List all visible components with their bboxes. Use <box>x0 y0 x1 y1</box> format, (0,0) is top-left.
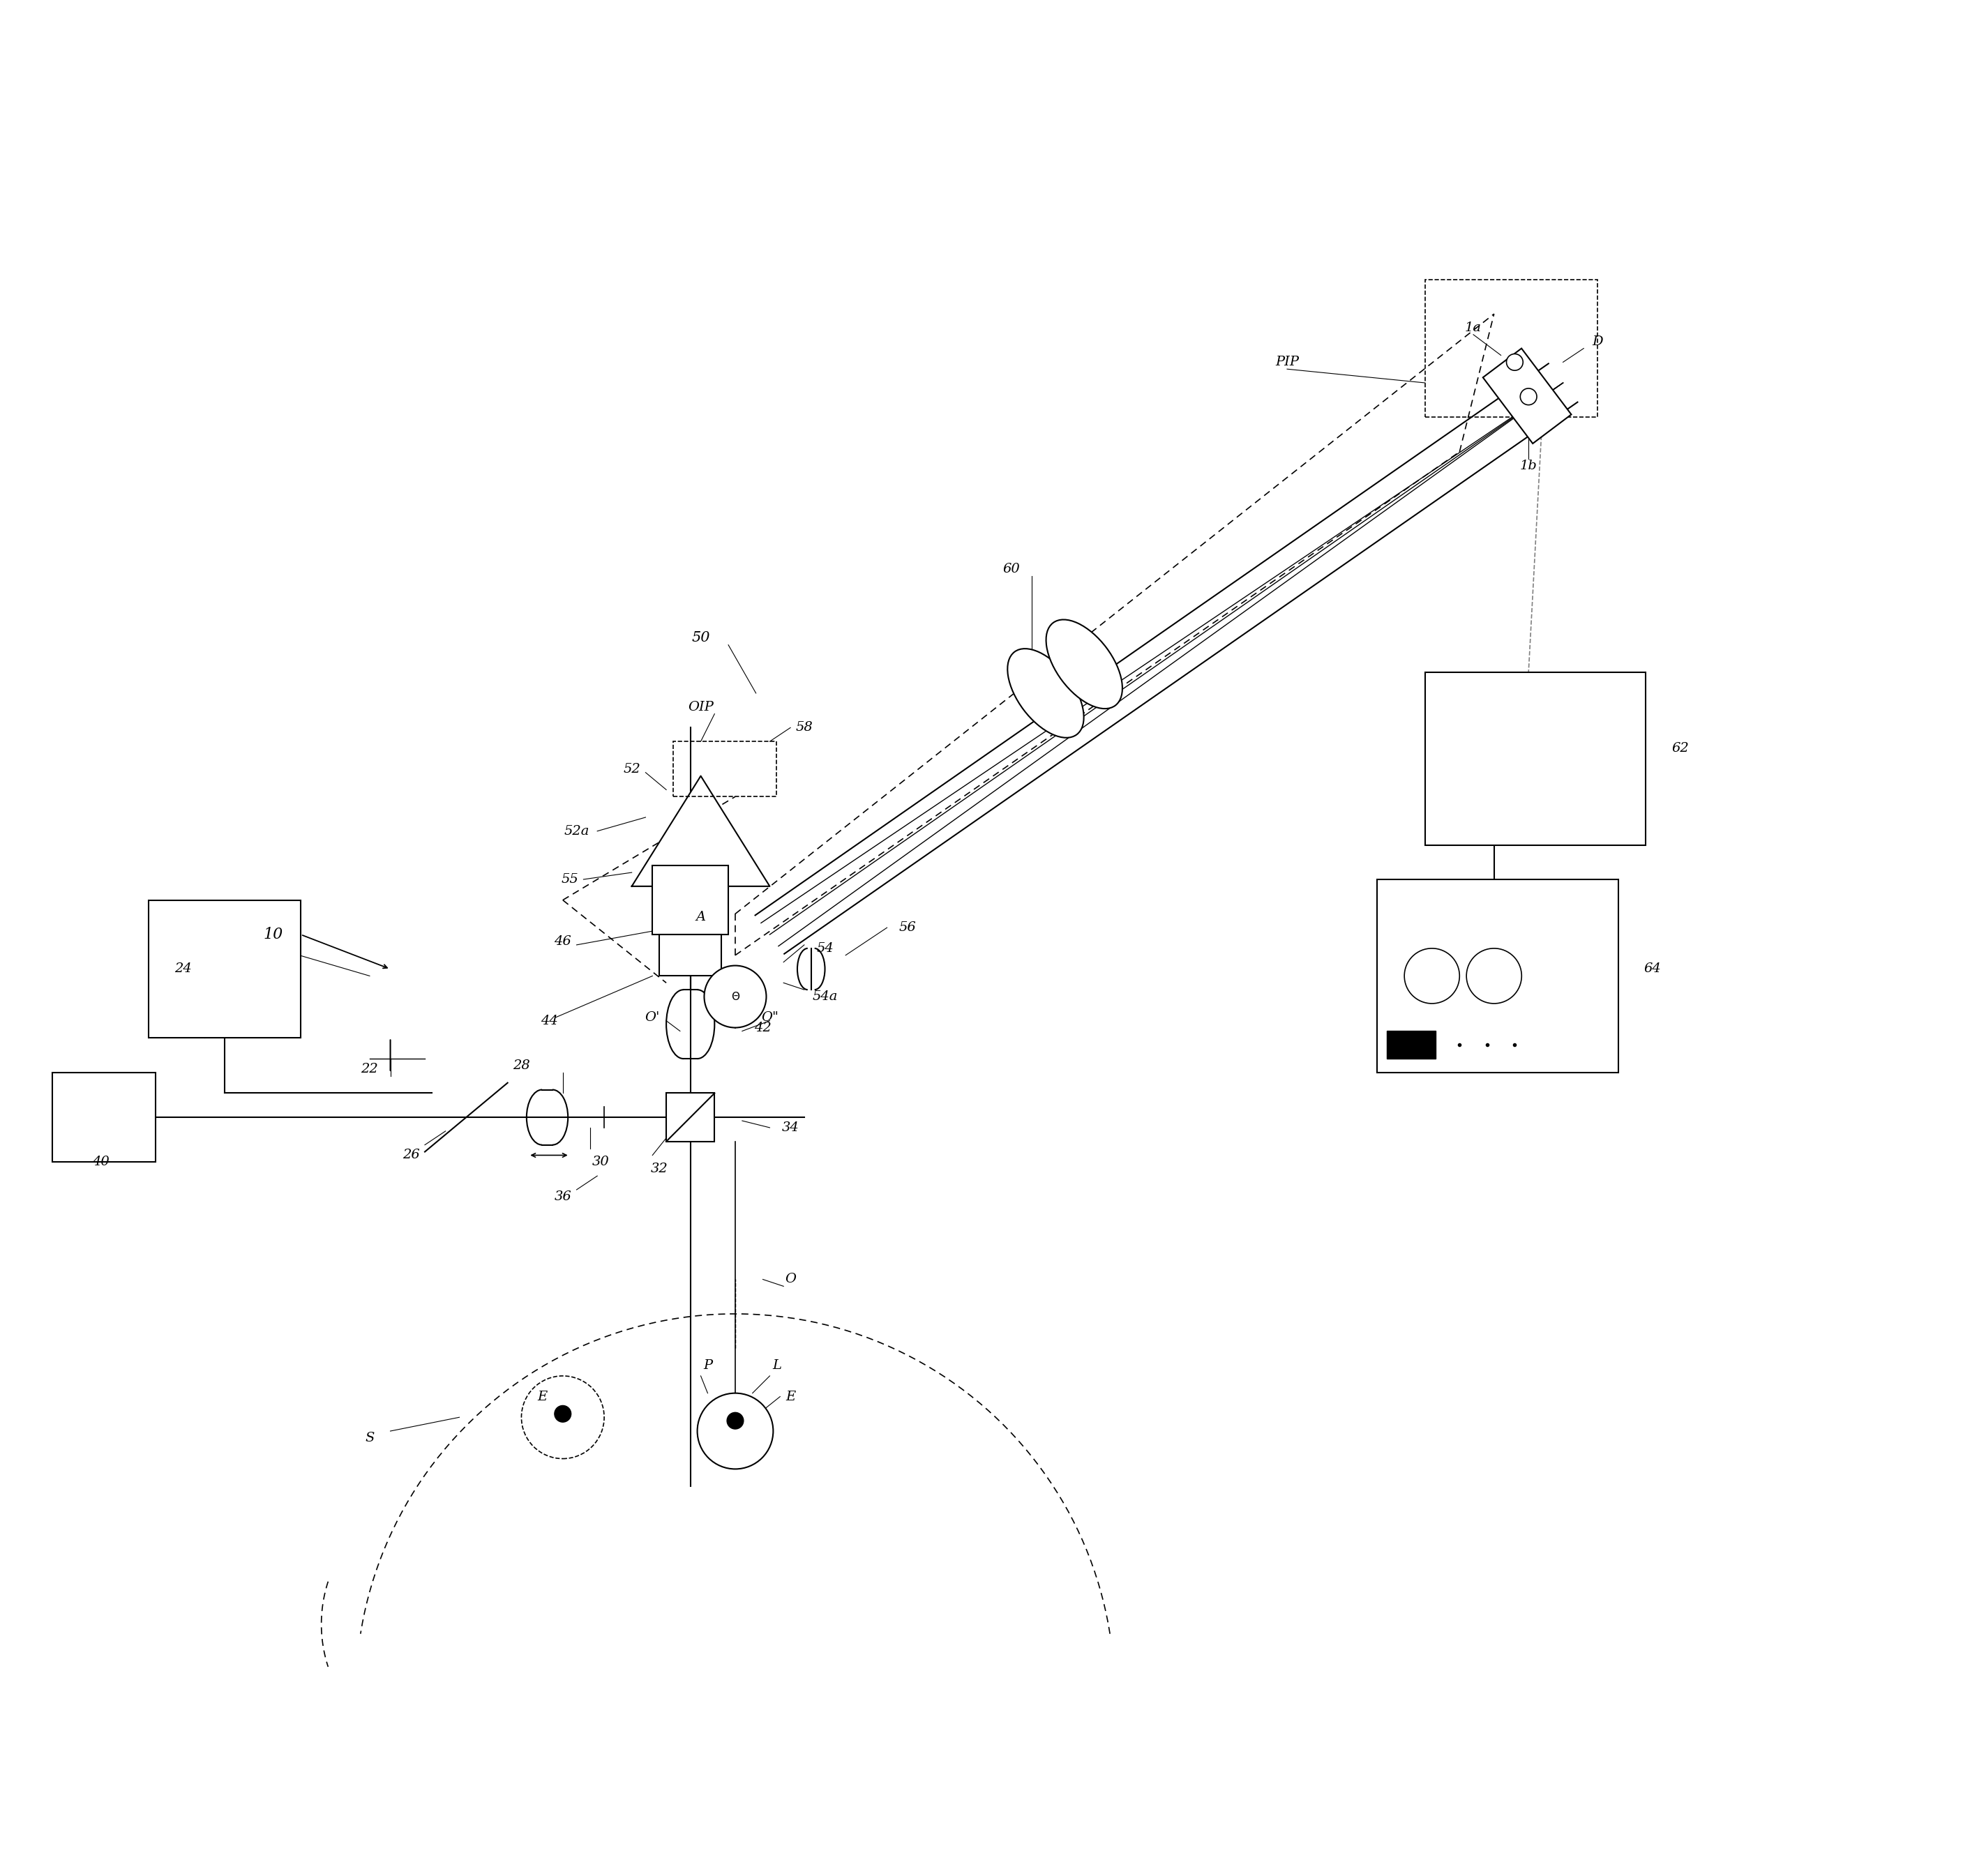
Ellipse shape <box>1046 619 1123 709</box>
Text: 62: 62 <box>1672 743 1688 754</box>
Text: 64: 64 <box>1645 962 1661 976</box>
Text: 54: 54 <box>817 942 834 955</box>
Text: 60: 60 <box>1003 563 1021 576</box>
Text: O": O" <box>762 1011 779 1024</box>
Circle shape <box>705 966 766 1028</box>
Bar <box>149 900 300 1037</box>
Text: L: L <box>771 1360 781 1371</box>
Text: 36: 36 <box>554 1191 571 1203</box>
Text: 40: 40 <box>92 1156 110 1169</box>
Text: 24: 24 <box>175 962 192 976</box>
Bar <box>660 934 722 976</box>
Circle shape <box>1506 355 1523 370</box>
Bar <box>1388 1032 1435 1058</box>
Circle shape <box>1519 388 1537 405</box>
Bar <box>652 865 728 934</box>
Text: 52a: 52a <box>563 825 589 837</box>
Circle shape <box>554 1405 571 1422</box>
Text: P: P <box>703 1360 713 1371</box>
Text: E: E <box>785 1390 795 1403</box>
Bar <box>665 1094 715 1141</box>
Polygon shape <box>632 777 769 885</box>
Text: E: E <box>538 1390 548 1403</box>
Text: OIP: OIP <box>687 702 715 713</box>
Text: 58: 58 <box>795 722 813 734</box>
Text: R: R <box>716 1435 726 1448</box>
Circle shape <box>1404 949 1460 1004</box>
Text: 42: 42 <box>754 1021 771 1034</box>
Text: 32: 32 <box>650 1163 667 1174</box>
Text: 44: 44 <box>540 1015 557 1026</box>
Circle shape <box>697 1394 773 1469</box>
Text: O': O' <box>646 1011 660 1024</box>
Text: PIP: PIP <box>1276 356 1300 368</box>
Text: 22: 22 <box>361 1062 379 1075</box>
Bar <box>1376 880 1618 1073</box>
Circle shape <box>726 1413 744 1430</box>
Text: 46: 46 <box>554 934 571 947</box>
Circle shape <box>522 1375 605 1460</box>
Text: O: O <box>785 1274 797 1285</box>
Text: 30: 30 <box>593 1156 609 1169</box>
Bar <box>1425 672 1645 844</box>
Text: 56: 56 <box>899 921 917 934</box>
Text: 28: 28 <box>512 1060 530 1071</box>
Text: Θ: Θ <box>730 991 740 1002</box>
Bar <box>673 741 777 797</box>
Text: 50: 50 <box>691 632 711 645</box>
Bar <box>53 1073 155 1161</box>
Text: D: D <box>1592 336 1604 347</box>
Bar <box>1425 280 1598 416</box>
Text: 54a: 54a <box>813 991 838 1004</box>
Text: 1a: 1a <box>1464 321 1482 334</box>
Circle shape <box>1466 949 1521 1004</box>
Text: 1b: 1b <box>1519 460 1537 473</box>
Text: 10: 10 <box>263 927 283 942</box>
Text: 52: 52 <box>622 764 640 775</box>
Text: A: A <box>695 912 705 923</box>
Text: S: S <box>365 1431 375 1445</box>
Bar <box>1482 349 1570 443</box>
Text: 55: 55 <box>561 872 579 885</box>
Text: 34: 34 <box>781 1122 799 1133</box>
Ellipse shape <box>1007 649 1084 737</box>
Text: 26: 26 <box>402 1148 420 1161</box>
